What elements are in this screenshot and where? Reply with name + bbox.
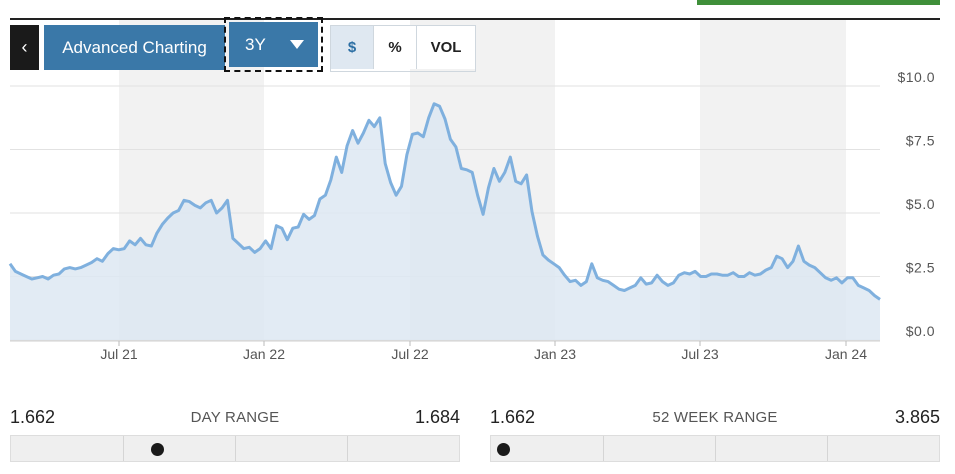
y-tick-label: $10.0 xyxy=(897,69,935,85)
x-tick-label: Jan 24 xyxy=(825,346,867,362)
x-tick-label: Jul 23 xyxy=(681,346,719,362)
chart-mode-toggle-group: $ % VOL xyxy=(330,25,476,72)
advanced-charting-label: Advanced Charting xyxy=(62,37,207,57)
range-divider xyxy=(235,436,236,461)
y-tick-label: $5.0 xyxy=(906,196,935,212)
price-line xyxy=(8,102,881,301)
x-tick-label: Jan 22 xyxy=(243,346,285,362)
week52-range-title: 52 WEEK RANGE xyxy=(652,408,778,426)
back-button[interactable]: ‹ xyxy=(10,25,39,70)
price-chart: $0.0 $2.5 $5.0 $7.5 $10.0 Jul 21 Jan 22 Jul 22 J… xyxy=(8,20,935,362)
x-tick-label: Jul 21 xyxy=(100,346,138,362)
time-range-dropdown[interactable]: 3Y xyxy=(229,22,318,67)
range-divider xyxy=(603,436,604,461)
week52-range-high: 3.865 xyxy=(894,406,940,427)
header-accent-bar xyxy=(697,0,940,5)
range-divider xyxy=(123,436,124,461)
dollar-toggle[interactable]: $ xyxy=(331,26,374,69)
x-tick-label: Jul 22 xyxy=(391,346,429,362)
week52-range-low: 1.662 xyxy=(490,406,536,427)
day-range-track xyxy=(10,435,460,462)
week52-range-track xyxy=(490,435,940,462)
day-range: 1.662 DAY RANGE 1.684 xyxy=(10,405,460,465)
day-range-title: DAY RANGE xyxy=(190,408,280,426)
range-divider xyxy=(715,436,716,461)
header-rule xyxy=(10,18,940,20)
day-range-high: 1.684 xyxy=(414,406,460,427)
y-tick-label: $7.5 xyxy=(906,133,935,149)
price-area-fill xyxy=(10,103,880,340)
range-divider xyxy=(347,436,348,461)
chevron-left-icon: ‹ xyxy=(21,37,28,57)
day-range-low: 1.662 xyxy=(10,406,56,427)
caret-down-icon xyxy=(290,40,304,49)
day-range-marker xyxy=(151,443,164,456)
volume-toggle[interactable]: VOL xyxy=(417,26,475,69)
y-tick-label: $0.0 xyxy=(906,323,935,339)
time-range-label: 3Y xyxy=(245,34,266,54)
percent-toggle[interactable]: % xyxy=(374,26,417,69)
week52-range-marker xyxy=(497,443,510,456)
time-range-focus-ring: 3Y xyxy=(224,17,323,72)
advanced-charting-button[interactable]: Advanced Charting xyxy=(44,25,225,70)
week52-range: 1.662 52 WEEK RANGE 3.865 xyxy=(490,405,940,465)
y-tick-label: $2.5 xyxy=(906,260,935,276)
range-divider xyxy=(827,436,828,461)
x-tick-label: Jan 23 xyxy=(534,346,576,362)
